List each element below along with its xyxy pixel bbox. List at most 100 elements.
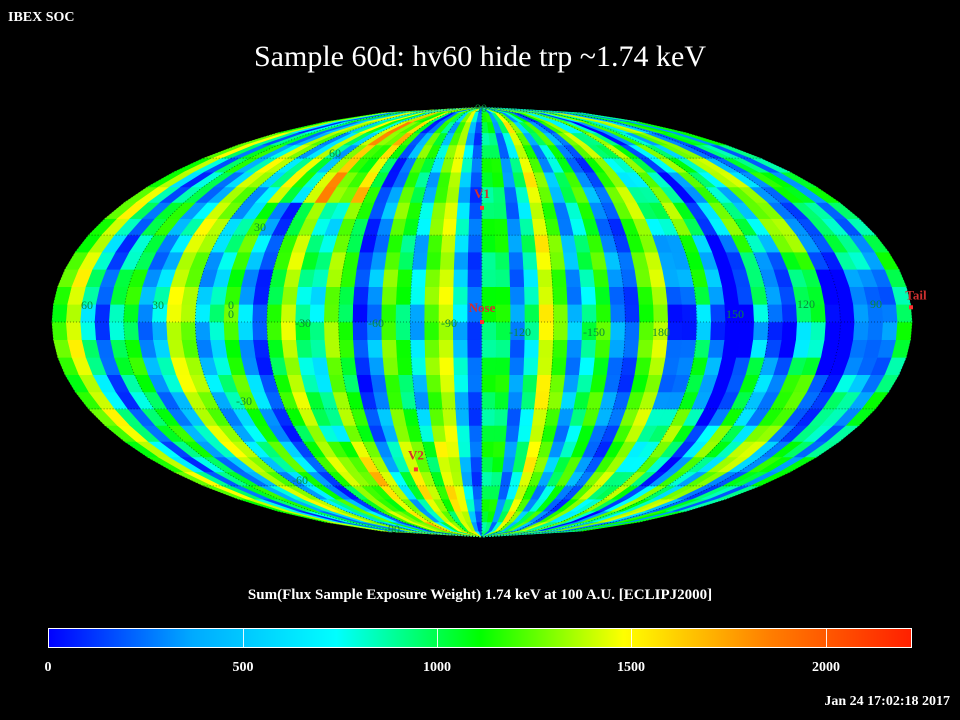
flux-cell — [495, 374, 511, 393]
flux-cell — [381, 339, 398, 358]
flux-cell — [468, 234, 483, 253]
flux-cell — [338, 321, 354, 341]
flux-cell — [553, 303, 569, 323]
flux-cell — [281, 286, 299, 305]
flux-cell — [481, 251, 497, 270]
flux-cell — [580, 339, 597, 358]
flux-cell — [370, 374, 388, 393]
flux-cell — [384, 374, 402, 393]
flux-cell — [237, 303, 254, 323]
flux-cell — [707, 339, 726, 358]
flux-cell — [693, 339, 711, 358]
flux-cell — [467, 251, 483, 270]
flux-cell — [224, 339, 242, 358]
flux-cell — [459, 171, 473, 188]
flux-cell — [471, 471, 483, 487]
flux-cell — [651, 339, 669, 358]
flux-cell — [524, 286, 540, 305]
flux-cell — [710, 303, 727, 323]
flux-cell — [566, 286, 583, 305]
flux-cell — [80, 321, 97, 341]
flux-cell — [549, 251, 566, 270]
flux-cell — [551, 268, 568, 288]
flux-cell — [438, 286, 455, 305]
flux-cell — [562, 251, 580, 270]
flux-cell — [469, 441, 483, 458]
flux-cell — [608, 339, 626, 358]
flux-cell — [467, 268, 483, 288]
flux-cell — [323, 321, 340, 341]
flux-cell — [481, 425, 495, 442]
flux-cell — [400, 234, 417, 253]
flux-cell — [395, 321, 411, 341]
flux-cell — [416, 408, 433, 426]
flux-cell — [552, 286, 569, 305]
flux-cell — [429, 218, 445, 236]
flux-cell — [137, 321, 154, 341]
flux-cell — [537, 356, 554, 376]
lon-label: 120 — [797, 297, 815, 311]
flux-cell — [238, 286, 257, 305]
grid-line — [481, 106, 913, 538]
flux-cell — [439, 374, 456, 393]
marker-v1-label: V1 — [474, 186, 490, 201]
lat-label: 30 — [254, 220, 266, 234]
flux-cell — [309, 321, 326, 341]
flux-cell — [424, 321, 440, 341]
flux-cell — [681, 321, 698, 341]
flux-cell — [51, 303, 69, 323]
flux-cell — [469, 202, 483, 219]
flux-cell — [310, 339, 327, 358]
flux-cell — [295, 286, 313, 305]
flux-cell — [522, 374, 538, 393]
flux-cell — [767, 321, 784, 341]
flux-cell — [881, 321, 899, 341]
flux-cell — [267, 339, 285, 358]
flux-cell — [426, 374, 442, 393]
flux-cell — [368, 268, 386, 288]
flux-cell — [510, 303, 526, 323]
flux-cell — [474, 510, 483, 523]
flux-cell — [481, 339, 497, 358]
flux-cell — [453, 339, 469, 358]
flux-cell — [472, 144, 483, 159]
flux-cell — [238, 339, 257, 358]
flux-cell — [453, 356, 469, 376]
flux-cell — [523, 356, 539, 376]
flux-cell — [491, 456, 505, 473]
flux-cell — [94, 321, 111, 341]
colorbar-tick-1500: 1500 — [617, 660, 645, 675]
flux-cell — [853, 303, 870, 323]
flux-cell — [495, 286, 511, 305]
flux-cell — [495, 268, 511, 288]
flux-cell — [470, 456, 483, 473]
flux-cell — [326, 268, 344, 288]
flux-cell — [606, 268, 624, 288]
flux-cell — [440, 391, 457, 410]
flux-cell — [481, 268, 497, 288]
flux-cell — [520, 391, 537, 410]
flux-cell — [724, 321, 741, 341]
colorbar-tick-500: 500 — [232, 660, 254, 675]
flux-cell — [445, 441, 461, 458]
lon-label: -150 — [583, 325, 605, 339]
flux-cell — [461, 157, 474, 173]
marker-v2-point — [413, 467, 418, 472]
flux-cell — [494, 218, 509, 236]
flux-cell — [409, 321, 426, 341]
flux-cell — [505, 425, 521, 442]
flux-cell — [340, 268, 358, 288]
flux-cell — [424, 339, 440, 358]
flux-cell — [467, 339, 483, 358]
flux-cell — [509, 268, 525, 288]
flux-cell — [624, 321, 641, 341]
flux-cell — [281, 339, 299, 358]
flux-cell — [481, 218, 496, 236]
flux-cell — [295, 339, 313, 358]
flux-cell — [431, 202, 447, 219]
flux-cell — [471, 157, 483, 173]
flux-cell — [535, 251, 552, 270]
org-label: IBEX SOC — [8, 10, 75, 25]
flux-cell — [223, 321, 240, 341]
flux-cell — [565, 268, 582, 288]
